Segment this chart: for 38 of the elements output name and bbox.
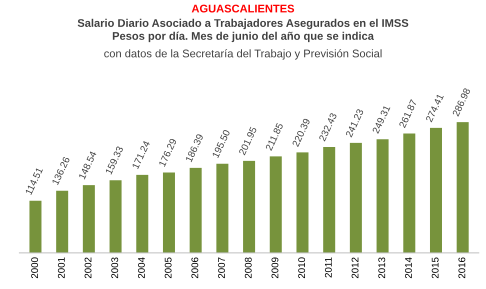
x-tick-label: 2010	[298, 257, 306, 278]
bar	[270, 156, 282, 253]
x-tick-label: 2013	[378, 257, 386, 278]
bar	[190, 168, 202, 253]
bar	[350, 142, 362, 253]
x-tick-label: 2004	[138, 257, 145, 278]
bar	[29, 200, 42, 253]
bar	[243, 160, 256, 253]
x-tick-label: 2009	[272, 258, 278, 278]
data-label: 176.29	[158, 138, 177, 167]
x-tick-label: 2000	[31, 257, 38, 278]
x-tick-label: 2011	[324, 258, 332, 278]
bar	[323, 146, 336, 253]
bar	[162, 172, 175, 253]
chart-title: AGUASCALIENTES	[192, 4, 294, 12]
x-tick-label: 2005	[164, 257, 172, 278]
bar	[82, 185, 95, 253]
bar	[296, 152, 308, 253]
bar	[56, 190, 68, 253]
bar	[456, 122, 469, 253]
chart-subtitle: Salario Diario Asociado a Trabajadores Asegurados en el IMSS Pesos por día. Mes de junio del año que se indica	[78, 18, 408, 42]
bar	[216, 164, 228, 253]
x-tick-label: 2007	[218, 258, 225, 278]
x-tick-label: 2016	[458, 257, 466, 278]
x-tick-label: 2001	[58, 258, 65, 278]
x-tick-label: 2003	[111, 257, 118, 278]
bar	[376, 139, 389, 253]
x-tick-label: 2012	[352, 258, 358, 278]
text: con datos de la Secretaría del Trabajo y Previsión Social	[104, 49, 382, 60]
x-tick-label: 2015	[432, 257, 439, 278]
x-tick-label: 2014	[405, 257, 412, 278]
bar	[403, 134, 416, 253]
bar	[110, 180, 122, 253]
bar	[430, 128, 442, 253]
x-tick-label: 2008	[244, 257, 252, 278]
bar	[136, 174, 148, 253]
x-tick-label: 2002	[84, 258, 92, 278]
x-tick-label: 2006	[191, 257, 198, 278]
